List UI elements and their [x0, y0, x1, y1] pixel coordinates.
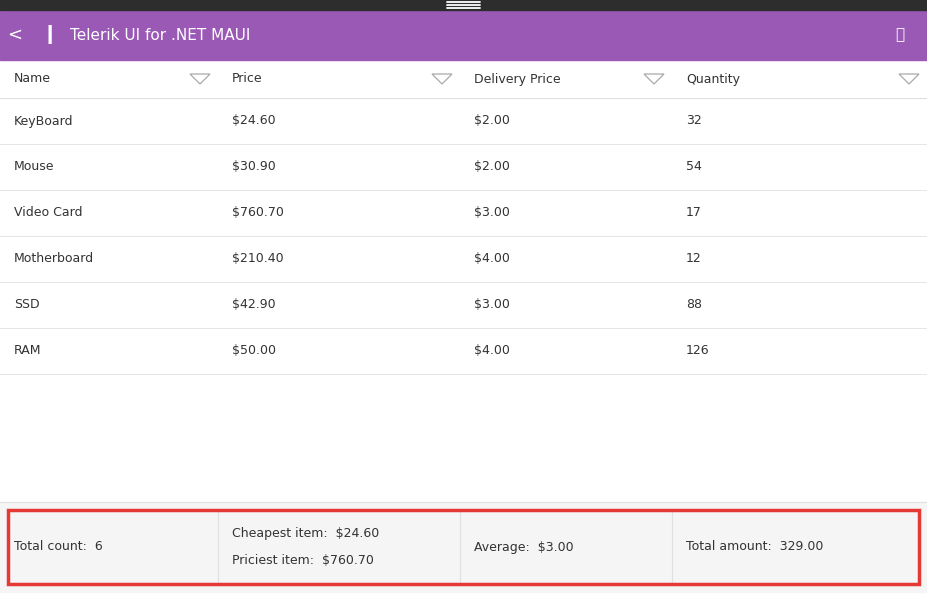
Text: $760.70: $760.70	[232, 206, 284, 219]
Text: $210.40: $210.40	[232, 252, 284, 265]
Text: KeyBoard: KeyBoard	[14, 114, 73, 128]
Text: Cheapest item:  $24.60: Cheapest item: $24.60	[232, 527, 379, 540]
Text: $2.00: $2.00	[474, 160, 510, 174]
Text: ❙: ❙	[42, 26, 58, 44]
Text: Total count:  6: Total count: 6	[14, 540, 103, 553]
Text: 12: 12	[686, 252, 702, 265]
Text: 54: 54	[686, 160, 702, 174]
Text: $3.00: $3.00	[474, 206, 510, 219]
Text: Priciest item:  $760.70: Priciest item: $760.70	[232, 554, 374, 567]
Text: $4.00: $4.00	[474, 252, 510, 265]
Text: Delivery Price: Delivery Price	[474, 72, 561, 85]
Text: 32: 32	[686, 114, 702, 128]
Text: Name: Name	[14, 72, 51, 85]
Text: $4.00: $4.00	[474, 344, 510, 357]
Text: $2.00: $2.00	[474, 114, 510, 128]
Bar	[0, 10, 927, 60]
Text: $50.00: $50.00	[232, 344, 276, 357]
Text: 88: 88	[686, 298, 702, 311]
Text: 17: 17	[686, 206, 702, 219]
Text: Telerik UI for .NET MAUI: Telerik UI for .NET MAUI	[70, 28, 250, 42]
Text: Mouse: Mouse	[14, 160, 55, 174]
Text: 🔍: 🔍	[895, 28, 905, 42]
Text: Average:  $3.00: Average: $3.00	[474, 540, 574, 553]
Text: SSD: SSD	[14, 298, 40, 311]
Text: $24.60: $24.60	[232, 114, 275, 128]
Bar	[8, 510, 919, 584]
Text: $30.90: $30.90	[232, 160, 275, 174]
Text: Video Card: Video Card	[14, 206, 83, 219]
Text: Quantity: Quantity	[686, 72, 740, 85]
Bar	[0, 0, 927, 10]
Text: 126: 126	[686, 344, 710, 357]
Bar	[0, 502, 927, 592]
Text: $42.90: $42.90	[232, 298, 275, 311]
Text: RAM: RAM	[14, 344, 42, 357]
Text: $3.00: $3.00	[474, 298, 510, 311]
Text: Motherboard: Motherboard	[14, 252, 95, 265]
Text: Price: Price	[232, 72, 262, 85]
Text: Total amount:  329.00: Total amount: 329.00	[686, 540, 823, 553]
Text: <: <	[7, 26, 22, 44]
